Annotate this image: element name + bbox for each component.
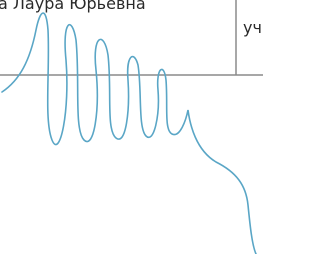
document-page: а Лаура Юрьевна уч: [0, 0, 263, 254]
signature: [0, 0, 263, 254]
signature-stroke: [2, 13, 256, 254]
